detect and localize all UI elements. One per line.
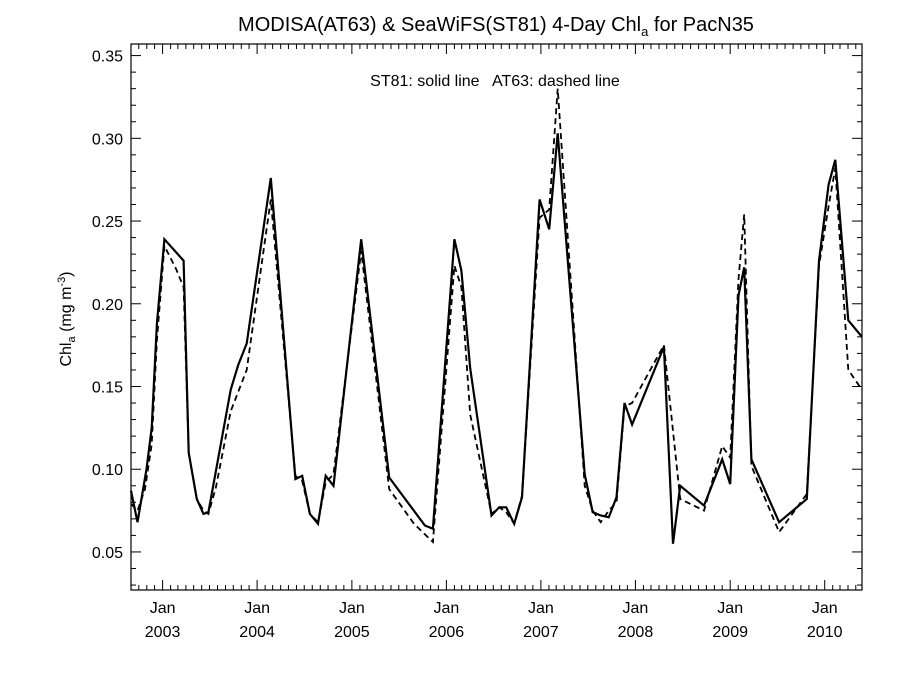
y-tick-label: 0.35 xyxy=(92,49,123,66)
y-tick-label: 0.10 xyxy=(92,462,123,479)
y-axis-label-main: Chl xyxy=(58,343,75,367)
x-tick-month-label: Jan xyxy=(528,600,554,617)
plot-frame xyxy=(130,43,863,591)
y-axis-label-superscript: -3 xyxy=(56,277,68,287)
x-tick-year-label: 2003 xyxy=(145,624,181,641)
x-tick-year-label: 2006 xyxy=(429,624,465,641)
x-tick-year-label: 2007 xyxy=(523,624,559,641)
x-tick-month-label: Jan xyxy=(150,600,176,617)
x-tick-month-label: Jan xyxy=(339,600,365,617)
x-axis-ticks: Jan 2003 Jan 2004 Jan 2005 Jan 2006 Jan 2007 Jan 20… xyxy=(130,44,857,641)
y-tick-label: 0.20 xyxy=(92,297,123,314)
x-tick-year-label: 2004 xyxy=(239,624,275,641)
x-tick-month-label: Jan xyxy=(244,600,270,617)
x-tick-month-label: Jan xyxy=(623,600,649,617)
x-tick-year-label: 2009 xyxy=(712,624,748,641)
chart-annotation: ST81: solid line AT63: dashed line xyxy=(370,73,620,90)
y-axis-label-subscript: a xyxy=(66,336,78,343)
x-tick-month-label: Jan xyxy=(433,600,459,617)
y-axis-label-unit: (mg m xyxy=(58,287,75,337)
y-tick-label: 0.05 xyxy=(92,545,123,562)
x-tick-year-label: 2010 xyxy=(807,624,843,641)
chart-title-main: MODISA(AT63) & SeaWiFS(ST81) 4-Day Chl xyxy=(238,14,641,36)
chart-title: MODISA(AT63) & SeaWiFS(ST81) 4-Day Chla … xyxy=(238,14,754,39)
x-tick-year-label: 2005 xyxy=(334,624,370,641)
y-tick-label: 0.30 xyxy=(92,131,123,148)
y-axis-ticks: 0.05 0.10 0.15 0.20 0.25 0.30 0.35 xyxy=(92,49,862,586)
series-line-at63 xyxy=(130,88,863,544)
y-tick-label: 0.15 xyxy=(92,379,123,396)
x-tick-year-label: 2008 xyxy=(618,624,654,641)
x-tick-month-label: Jan xyxy=(717,600,743,617)
y-tick-label: 0.25 xyxy=(92,214,123,231)
x-tick-month-label: Jan xyxy=(812,600,838,617)
y-axis-label-close: ) xyxy=(58,271,75,276)
series-line-st81 xyxy=(129,133,863,544)
chart-title-suffix: for PacN35 xyxy=(648,14,754,36)
y-axis-label: Chla (mg m-3) xyxy=(56,271,78,366)
chart-title-subscript: a xyxy=(641,24,649,39)
series-layer xyxy=(129,88,863,544)
